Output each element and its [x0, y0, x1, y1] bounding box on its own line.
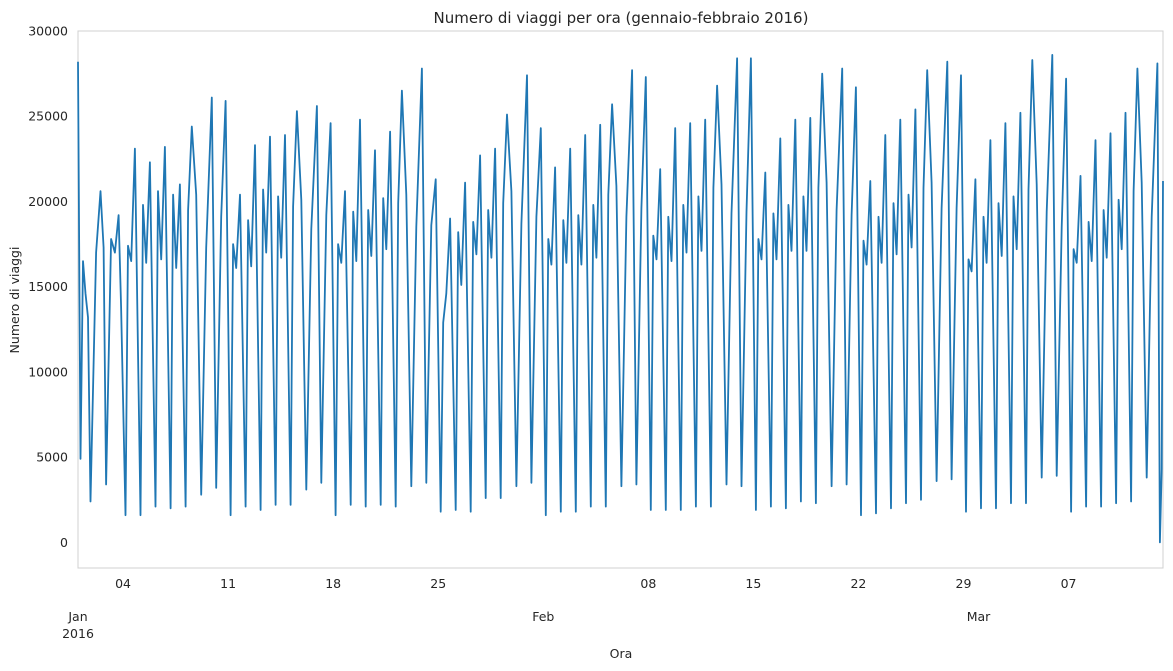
y-tick-label: 30000 — [28, 24, 68, 39]
y-tick-label: 0 — [60, 535, 68, 550]
y-tick-label: 25000 — [28, 109, 68, 124]
x-tick-label: 08 — [640, 576, 656, 591]
x-tick-label: 29 — [956, 576, 972, 591]
x-axis-label: Ora — [610, 646, 633, 661]
x-tick-label: 11 — [220, 576, 236, 591]
y-axis-label: Numero di viaggi — [7, 247, 22, 354]
x-tick-label: 15 — [745, 576, 761, 591]
x-tick-label: 22 — [850, 576, 866, 591]
y-tick-label: 20000 — [28, 194, 68, 209]
x-tick-label: 25 — [430, 576, 446, 591]
x-tick-label: 18 — [325, 576, 341, 591]
y-tick-label: 5000 — [36, 450, 68, 465]
x-month-label: Jan — [67, 609, 87, 624]
x-tick-label: 07 — [1061, 576, 1077, 591]
x-tick-label: 04 — [115, 576, 131, 591]
y-tick-label: 10000 — [28, 364, 68, 379]
series-line — [77, 54, 1164, 544]
y-axis: 0 5000 10000 15000 20000 25000 30000 — [28, 24, 68, 550]
series-layer — [77, 54, 1164, 544]
chart-title: Numero di viaggi per ora (gennaio-febbra… — [434, 9, 809, 27]
x-month-label: Feb — [532, 609, 554, 624]
x-year-label: 2016 — [62, 626, 94, 641]
y-tick-label: 15000 — [28, 279, 68, 294]
x-axis: 04 11 18 25 08 15 22 29 07 Jan 2016 Feb Mar — [62, 576, 1076, 641]
x-month-label: Mar — [967, 609, 991, 624]
